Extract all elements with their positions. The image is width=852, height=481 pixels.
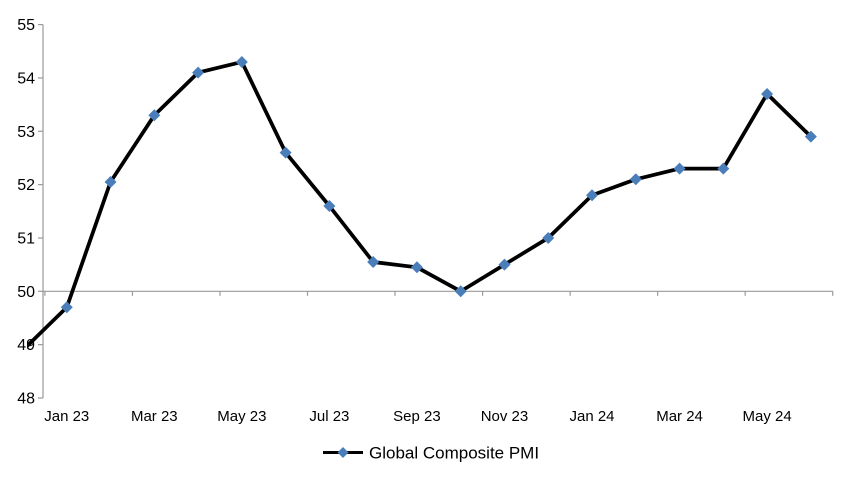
x-tick-label: Mar 24	[656, 408, 703, 425]
data-point-marker	[235, 55, 248, 68]
y-tick-label: 55	[17, 17, 35, 34]
legend-marker-icon	[337, 447, 349, 458]
data-point-marker	[498, 258, 511, 271]
y-tick-label: 52	[17, 177, 35, 194]
x-tick-label: Mar 23	[131, 408, 178, 425]
data-point-marker	[586, 189, 599, 202]
data-point-marker	[761, 87, 774, 100]
y-tick-label: 54	[17, 70, 35, 87]
legend-label: Global Composite PMI	[369, 444, 539, 463]
x-tick-label: Jan 24	[569, 408, 614, 425]
legend: Global Composite PMI	[323, 444, 539, 463]
data-point-marker	[410, 261, 423, 274]
y-tick-label: 50	[17, 284, 35, 301]
x-tick-label: Sep 23	[393, 408, 441, 425]
data-point-marker	[717, 162, 730, 175]
data-point-marker	[148, 109, 161, 122]
data-point-marker	[60, 301, 73, 314]
data-point-marker	[673, 162, 686, 175]
data-point-marker	[279, 146, 292, 159]
pmi-series-line	[27, 60, 813, 349]
data-point-marker	[192, 66, 205, 79]
data-point-marker	[542, 231, 555, 244]
data-point-marker	[104, 175, 117, 188]
x-tick-label: Nov 23	[481, 408, 529, 425]
data-point-marker	[367, 255, 380, 268]
x-tick-label: May 24	[742, 408, 791, 425]
y-tick-label: 53	[17, 124, 35, 141]
data-point-marker	[804, 130, 817, 143]
data-point-marker	[323, 199, 336, 212]
data-point-marker	[629, 173, 642, 186]
y-tick-label: 51	[17, 230, 35, 247]
x-tick-label: Jan 23	[44, 408, 89, 425]
x-tick-label: Jul 23	[309, 408, 349, 425]
x-tick-label: May 23	[217, 408, 266, 425]
y-tick-label: 48	[17, 390, 35, 407]
data-point-marker	[454, 285, 467, 298]
